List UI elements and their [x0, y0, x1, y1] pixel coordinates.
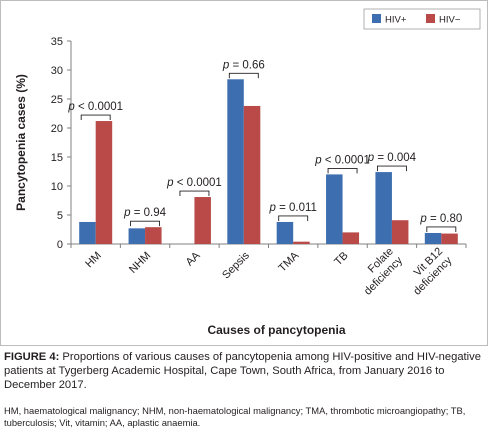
y-tick-label: 0	[57, 239, 63, 251]
legend-label: HIV+	[385, 15, 407, 26]
p-value-label: p = 0.66	[222, 59, 265, 71]
caption-text: Proportions of various causes of pancyto…	[4, 351, 481, 391]
bar-hiv-negative	[95, 121, 113, 244]
x-tick-label: NHM	[127, 250, 153, 276]
x-tick-label: HM	[83, 250, 104, 271]
x-tick-label: Sepsis	[220, 249, 252, 281]
bar-hiv-positive	[326, 174, 343, 244]
x-tick-label: AA	[184, 249, 203, 268]
y-tick-label: 25	[51, 94, 63, 106]
p-value-bracket	[327, 167, 358, 174]
p-value-bracket	[179, 190, 210, 197]
legend-label: HIV−	[439, 15, 461, 26]
legend-swatch	[372, 14, 381, 23]
bar-hiv-negative	[293, 241, 310, 244]
x-tick-label: Folatedeficiency	[353, 245, 406, 298]
x-tick-label: TMA	[276, 249, 301, 274]
legend-box	[363, 8, 481, 30]
bar-hiv-negative	[441, 233, 458, 244]
p-value-label: p = 0.80	[419, 213, 462, 225]
legend-swatch	[426, 14, 435, 23]
p-value-bracket	[80, 114, 111, 121]
bar-hiv-positive	[276, 221, 294, 244]
bar-hiv-positive	[79, 221, 96, 244]
p-value-label: p < 0.0001	[314, 154, 370, 166]
bar-hiv-positive	[424, 232, 442, 244]
x-tick-label: TB	[332, 250, 350, 268]
p-value-label: p = 0.011	[268, 202, 316, 214]
y-tick-label: 15	[51, 152, 63, 164]
bar-hiv-negative	[391, 220, 409, 244]
p-value-bracket	[130, 220, 161, 227]
p-value-bracket	[278, 215, 309, 221]
x-axis-title: Causes of pancytopenia	[207, 323, 345, 337]
x-tick-label: Vit B12deficiency	[402, 245, 455, 298]
bar-chart: 0 5 10 15 20 25 30 35 p < 0.0001 p = 0.94 p < 0.00…	[14, 8, 481, 337]
bar-hiv-negative	[145, 227, 162, 244]
y-tick-label: 5	[57, 210, 63, 222]
y-tick-label: 10	[51, 181, 63, 193]
p-value-bracket	[228, 72, 259, 79]
bar-hiv-negative	[194, 197, 211, 244]
y-tick-label: 35	[51, 36, 63, 48]
figure-caption: FIGURE 4: Proportions of various causes …	[4, 350, 488, 392]
p-value-bracket	[426, 226, 457, 232]
p-value-label: p < 0.0001	[67, 101, 123, 113]
p-value-label: p < 0.0001	[166, 177, 222, 189]
bar-hiv-positive	[128, 228, 146, 244]
p-value-label: p = 0.94	[123, 207, 166, 219]
bar-hiv-negative	[243, 105, 261, 245]
y-axis-title: Pancytopenia cases (%)	[14, 74, 28, 211]
p-value-bracket	[376, 165, 407, 172]
p-value-label: p = 0.004	[367, 152, 417, 164]
y-tick-label: 30	[51, 65, 63, 77]
bar-hiv-positive	[227, 79, 244, 244]
chart-frame: 0 5 10 15 20 25 30 35 p < 0.0001 p = 0.94 p < 0.00…	[0, 0, 488, 346]
figure-footnote: HM, haematological malignancy; NHM, non-…	[4, 405, 466, 428]
caption-label: FIGURE 4:	[4, 351, 60, 363]
y-tick-label: 20	[51, 123, 63, 135]
bar-hiv-positive	[375, 172, 392, 244]
bar-hiv-negative	[342, 232, 360, 244]
